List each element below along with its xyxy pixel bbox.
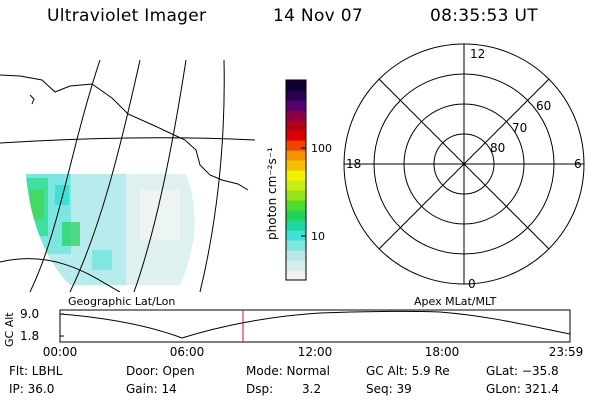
colorbar-stripe bbox=[286, 250, 306, 261]
colorbar-stripe bbox=[286, 170, 306, 181]
xtick-0600: 06:00 bbox=[170, 345, 205, 359]
colorbar-stripe bbox=[286, 130, 306, 141]
colorbar-stripe bbox=[286, 270, 306, 281]
altitude-ylabel: GC Alt bbox=[3, 312, 16, 347]
glon-info: GLon: 321.4 bbox=[486, 382, 559, 396]
polar-diagonal-2 bbox=[378, 78, 550, 250]
colorbar-stripe bbox=[286, 80, 306, 91]
colorbar-stripe bbox=[286, 160, 306, 171]
colorbar-stripe bbox=[286, 150, 306, 161]
mode-info: Mode: Normal bbox=[246, 364, 330, 378]
colorbar-stripe bbox=[286, 240, 306, 251]
time-label: 08:35:53 UT bbox=[430, 6, 538, 26]
map-caption-left: Geographic Lat/Lon bbox=[68, 295, 175, 308]
colorbar-stripe bbox=[286, 260, 306, 271]
lat-label-60: 60 bbox=[536, 99, 551, 113]
colorbar-stripe bbox=[286, 140, 306, 151]
colorbar-stripe bbox=[286, 190, 306, 201]
xtick-0000: 00:00 bbox=[43, 345, 78, 359]
colorbar-stripe bbox=[286, 100, 306, 111]
emission-patch-2 bbox=[62, 222, 80, 246]
geographic-map bbox=[0, 60, 255, 292]
latitude-line bbox=[0, 137, 255, 144]
door-info: Door: Open bbox=[126, 364, 195, 378]
map-caption-right: Apex MLat/MLT bbox=[414, 295, 497, 308]
ytick-low: 1.8 bbox=[20, 329, 39, 343]
app-title: Ultraviolet Imager bbox=[47, 6, 207, 26]
colorbar-unit-label: photon cm⁻²s⁻¹ bbox=[265, 147, 279, 240]
gc-altitude-info: GC Alt: 5.9 Re bbox=[366, 364, 450, 378]
xtick-1800: 18:00 bbox=[425, 345, 460, 359]
longitude-line-5 bbox=[0, 258, 121, 292]
altitude-plot: 9.0 1.8 GC Alt 00:00 06:00 12:00 18:00 2… bbox=[3, 307, 583, 359]
glat-info: GLat: −35.8 bbox=[486, 364, 559, 378]
coastline bbox=[0, 74, 249, 191]
colorbar: 100 10 photon cm⁻²s⁻¹ bbox=[265, 79, 332, 281]
colorbar-stripe bbox=[286, 210, 306, 221]
mlt-label-left: 18 bbox=[346, 157, 361, 171]
colorbar-stripe bbox=[286, 230, 306, 241]
gain-info: Gain: 14 bbox=[126, 382, 177, 396]
polar-labels: 12 18 6 0 60 70 80 bbox=[346, 47, 582, 291]
colorbar-frame bbox=[285, 79, 307, 281]
colorbar-stripe bbox=[286, 220, 306, 231]
longitude-line-4 bbox=[199, 60, 225, 292]
colorbar-label-10: 10 bbox=[311, 230, 325, 243]
ytick-high: 9.0 bbox=[20, 307, 39, 321]
dsp-label: Dsp: bbox=[246, 382, 274, 396]
altitude-curve bbox=[59, 310, 571, 339]
coastline-fragment bbox=[29, 94, 35, 105]
dsp-value: 3.2 bbox=[302, 382, 322, 396]
filter-info: Flt: LBHL bbox=[9, 364, 63, 378]
lat-label-80: 80 bbox=[490, 141, 505, 155]
colorbar-stripe bbox=[286, 180, 306, 191]
longitude-line-3 bbox=[133, 60, 187, 292]
colorbar-stripe bbox=[286, 90, 306, 101]
polar-plot bbox=[343, 43, 585, 285]
longitude-line-1 bbox=[29, 60, 101, 292]
colorbar-stripes bbox=[286, 80, 306, 281]
emission-patch-3 bbox=[92, 250, 112, 270]
lat-label-70: 70 bbox=[512, 121, 527, 135]
sequence-info: Seq: 39 bbox=[366, 382, 412, 396]
xtick-1200: 12:00 bbox=[298, 345, 333, 359]
emission-patch-1 bbox=[55, 185, 69, 205]
date-label: 14 Nov 07 bbox=[273, 6, 363, 26]
altitude-plot-frame bbox=[59, 309, 571, 343]
colorbar-stripe bbox=[286, 120, 306, 131]
mlt-label-right: 6 bbox=[574, 157, 582, 171]
emission-bright-green-region bbox=[30, 190, 44, 220]
mlt-label-bottom: 0 bbox=[468, 277, 476, 291]
mlt-label-top: 12 bbox=[470, 47, 485, 61]
ip-info: IP: 36.0 bbox=[9, 382, 55, 396]
colorbar-stripe bbox=[286, 200, 306, 211]
colorbar-label-100: 100 bbox=[311, 142, 332, 155]
colorbar-stripe bbox=[286, 110, 306, 121]
xtick-2359: 23:59 bbox=[549, 345, 584, 359]
longitude-line-2 bbox=[69, 60, 141, 292]
